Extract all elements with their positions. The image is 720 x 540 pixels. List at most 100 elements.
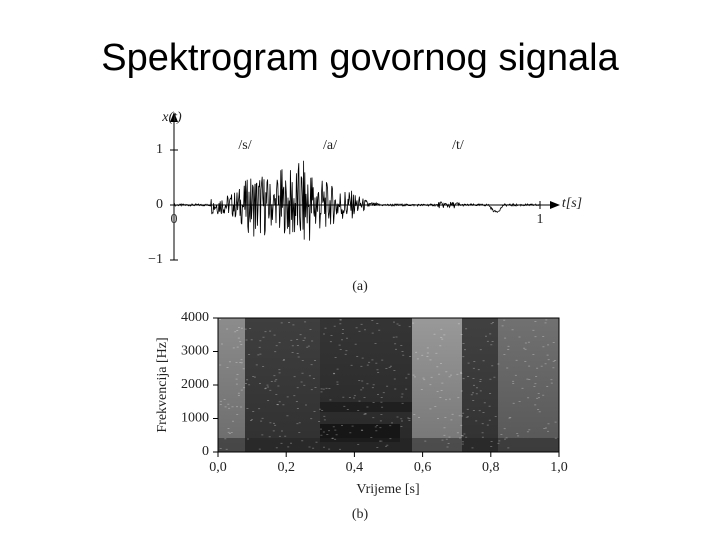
noise xyxy=(547,359,550,361)
noise xyxy=(395,336,398,338)
noise xyxy=(372,384,375,386)
noise xyxy=(247,438,249,440)
noise xyxy=(219,448,222,449)
noise xyxy=(402,354,405,356)
noise xyxy=(240,362,243,364)
noise xyxy=(262,336,265,338)
noise xyxy=(490,446,493,447)
noise xyxy=(226,328,229,330)
noise xyxy=(386,385,389,387)
noise xyxy=(282,360,285,361)
y-tick-label: 0 xyxy=(156,197,163,212)
noise xyxy=(262,366,265,367)
noise xyxy=(348,397,351,398)
noise xyxy=(344,353,347,355)
noise xyxy=(486,424,489,426)
noise xyxy=(488,419,491,421)
noise xyxy=(277,385,280,387)
noise xyxy=(382,392,385,394)
noise xyxy=(409,356,412,357)
noise xyxy=(472,400,475,401)
noise xyxy=(392,336,395,338)
noise xyxy=(476,387,478,389)
noise xyxy=(380,440,383,442)
noise xyxy=(300,381,303,383)
noise xyxy=(440,390,443,391)
noise xyxy=(341,425,343,426)
noise xyxy=(224,406,227,408)
noise xyxy=(250,420,252,421)
noise xyxy=(287,446,290,448)
noise xyxy=(360,323,363,325)
noise xyxy=(251,419,253,421)
noise xyxy=(219,400,222,402)
noise xyxy=(479,349,482,351)
noise xyxy=(219,404,222,405)
noise xyxy=(381,359,384,361)
noise xyxy=(552,342,555,343)
noise xyxy=(364,329,366,331)
noise xyxy=(323,415,326,417)
noise xyxy=(360,365,363,367)
noise xyxy=(237,337,240,339)
phoneme-label: /s/ xyxy=(238,138,251,153)
noise xyxy=(290,442,292,444)
noise xyxy=(479,381,482,382)
noise xyxy=(400,426,403,427)
noise xyxy=(479,379,482,380)
noise xyxy=(305,404,307,406)
noise xyxy=(447,443,450,444)
noise xyxy=(481,436,484,438)
noise xyxy=(482,412,485,413)
noise xyxy=(296,339,299,340)
noise xyxy=(512,383,515,384)
noise xyxy=(339,448,341,450)
noise xyxy=(309,329,312,330)
noise xyxy=(477,369,480,371)
noise xyxy=(552,360,555,362)
noise xyxy=(536,367,539,369)
noise xyxy=(441,439,444,441)
noise xyxy=(443,427,446,429)
noise xyxy=(235,383,238,385)
noise xyxy=(363,413,366,415)
noise xyxy=(458,415,461,417)
noise xyxy=(288,322,291,323)
noise xyxy=(422,377,425,379)
noise xyxy=(526,378,529,380)
noise xyxy=(492,322,494,323)
noise xyxy=(457,397,460,399)
noise xyxy=(465,328,468,330)
noise xyxy=(400,418,403,420)
noise xyxy=(441,382,444,384)
noise xyxy=(227,431,230,433)
noise xyxy=(489,393,492,394)
x-tick-label: 0,0 xyxy=(209,460,227,475)
noise xyxy=(311,340,314,342)
noise xyxy=(315,441,318,443)
noise xyxy=(472,367,475,369)
noise xyxy=(290,339,293,341)
noise xyxy=(481,423,484,425)
noise xyxy=(394,343,397,345)
noise xyxy=(274,351,277,353)
noise xyxy=(223,399,226,400)
noise xyxy=(524,342,527,344)
noise xyxy=(420,389,423,390)
noise xyxy=(238,327,240,328)
noise xyxy=(269,330,272,332)
noise xyxy=(236,414,239,415)
phoneme-label: /a/ xyxy=(323,138,337,153)
noise xyxy=(380,414,383,415)
noise xyxy=(258,346,261,348)
noise xyxy=(528,379,531,380)
noise xyxy=(326,434,329,435)
noise xyxy=(512,402,515,404)
noise xyxy=(231,406,234,408)
noise xyxy=(467,416,469,418)
noise xyxy=(533,386,536,387)
noise xyxy=(390,365,392,367)
noise xyxy=(332,426,335,428)
noise xyxy=(462,435,464,437)
noise xyxy=(464,349,466,351)
